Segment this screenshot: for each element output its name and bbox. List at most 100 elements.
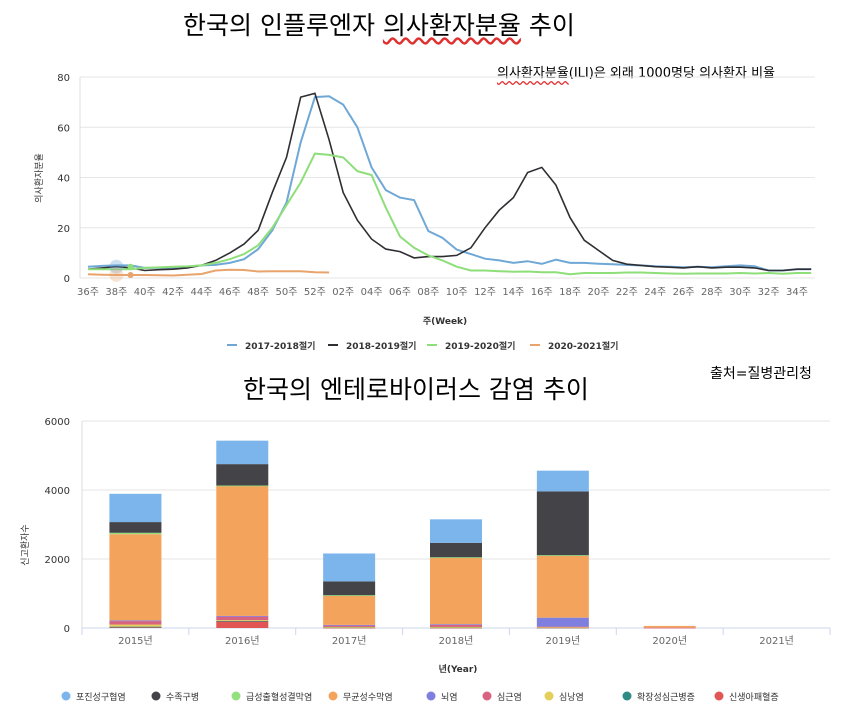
series-line-2019-2020절기 (88, 152, 812, 276)
x-tick-label: 20주 (588, 287, 610, 298)
x-tick-label: 40주 (134, 287, 156, 298)
x-tick-label: 2019년 (546, 635, 581, 647)
bar-segment-포진성구협염 (109, 493, 162, 523)
bar-segment-무균성수막염 (430, 557, 482, 625)
x-tick-label: 48주 (247, 287, 269, 298)
y-tick-label: 60 (57, 123, 70, 134)
bar-segment-뇌염 (536, 617, 589, 627)
x-tick-label: 12주 (474, 287, 496, 298)
x-axis-label: 주(Week) (423, 316, 467, 327)
source-note: 출처=질병관리청 (710, 366, 812, 382)
y-tick-label: 40 (57, 174, 70, 185)
bar-segment-심낭염 (536, 627, 589, 629)
bar-segment-무균성수막염 (536, 555, 589, 618)
bar-segment-심근염 (323, 625, 376, 627)
bar-segment-심근염 (216, 616, 269, 621)
x-tick-label: 34주 (786, 287, 808, 298)
bar-segment-심근염 (643, 627, 696, 629)
y-tick-label: 0 (64, 274, 70, 285)
legend-label: 확장성심근병증 (637, 691, 695, 703)
hover-halo (109, 267, 124, 282)
x-tick-label: 46주 (219, 287, 241, 298)
bar-segment-포진성구협염 (430, 519, 482, 543)
legend-swatch (426, 691, 436, 701)
bar-segment-급성출혈성결막염 (109, 532, 162, 535)
bar-segment-급성출혈성결막염 (323, 595, 376, 597)
bar-segment-심낭염 (216, 620, 269, 621)
legend-label: 심낭염 (559, 692, 584, 703)
legend-swatch (231, 691, 241, 701)
bar-segment-수족구병 (216, 464, 269, 486)
legend-label: 수족구병 (166, 692, 199, 703)
legend-swatch (622, 691, 632, 701)
bar-segment-포진성구협염 (323, 553, 376, 582)
series-line-2017-2018절기 (87, 95, 812, 272)
bar-segment-신생아패혈증 (216, 621, 269, 628)
legend-label: 2019-2020절기 (445, 340, 515, 352)
bar-segment-심낭염 (109, 624, 162, 627)
x-tick-label: 42주 (162, 287, 184, 298)
x-tick-label: 52주 (304, 287, 326, 298)
x-tick-label: 2021년 (759, 635, 794, 647)
bar-segment-무균성수막염 (216, 485, 269, 616)
bar-segment-심근염 (430, 624, 482, 627)
bar-segment-뇌염 (216, 615, 269, 617)
series-line-2018-2019절기 (87, 92, 812, 272)
legend-label: 급성출혈성결막염 (246, 691, 312, 703)
x-tick-label: 50주 (276, 287, 298, 298)
title-part: 추이 (520, 11, 575, 40)
bar-segment-뇌염 (323, 624, 376, 626)
title-part: 한국의 인플루엔자 (183, 11, 383, 40)
title-part: 의사환자분율 (382, 11, 521, 40)
bar-segment-심낭염 (430, 626, 482, 628)
x-tick-label: 2017년 (332, 635, 367, 647)
x-tick-label: 38주 (105, 287, 127, 298)
x-axis-label: 년(Year) (439, 663, 478, 675)
series-line-2020-2021절기 (87, 268, 330, 277)
enterovirus-chart-title: 한국의 엔테로바이러스 감염 추이 (243, 375, 589, 404)
y-tick-label: 6000 (45, 417, 70, 428)
x-tick-label: 30주 (729, 287, 751, 298)
y-axis-label: 신고환자수 (19, 524, 31, 565)
x-tick-label: 10주 (446, 287, 468, 298)
bar-segment-수족구병 (536, 491, 589, 556)
y-tick-label: 4000 (45, 486, 70, 497)
legend-label: 2020-2021절기 (548, 340, 618, 352)
bar-segment-심근염 (536, 626, 589, 628)
bar-segment-심낭염 (323, 626, 376, 628)
x-tick-label: 24주 (644, 287, 666, 298)
x-tick-label: 32주 (758, 287, 780, 298)
bar-segment-확장성심근병증 (109, 626, 162, 628)
x-tick-label: 2016년 (225, 635, 260, 647)
x-tick-label: 2015년 (118, 635, 153, 647)
x-tick-label: 08주 (417, 287, 439, 298)
x-tick-label: 18주 (559, 287, 581, 298)
y-tick-label: 0 (64, 624, 70, 635)
legend-label: 심근염 (497, 692, 522, 703)
legend-label: 2018-2019절기 (346, 340, 416, 352)
bar-segment-뇌염 (430, 624, 482, 626)
data-point-marker (127, 263, 134, 270)
x-tick-label: 2020년 (652, 635, 687, 647)
legend-label: 포진성구협염 (76, 691, 126, 703)
x-tick-label: 02주 (332, 287, 354, 298)
bar-segment-포진성구협염 (216, 440, 269, 465)
legend-swatch (61, 691, 71, 701)
x-tick-label: 22주 (616, 287, 638, 298)
bar-segment-확장성심근병증 (216, 620, 269, 622)
legend-swatch (544, 691, 554, 701)
y-tick-label: 80 (57, 73, 70, 84)
x-tick-label: 28주 (701, 287, 723, 298)
bar-segment-뇌염 (109, 620, 162, 622)
legend-label: 2017-2018절기 (245, 340, 315, 352)
y-tick-label: 20 (57, 224, 70, 235)
bar-segment-급성출혈성결막염 (536, 555, 589, 557)
y-axis-label: 의사환자분율 (33, 153, 45, 203)
legend-label: 신생아패혈증 (729, 691, 779, 703)
x-tick-label: 2018년 (439, 635, 474, 647)
legend-swatch (714, 691, 724, 701)
x-tick-label: 44주 (190, 287, 212, 298)
bar-segment-무균성수막염 (323, 595, 376, 625)
bar-segment-급성출혈성결막염 (430, 557, 482, 559)
legend-swatch (151, 691, 161, 701)
